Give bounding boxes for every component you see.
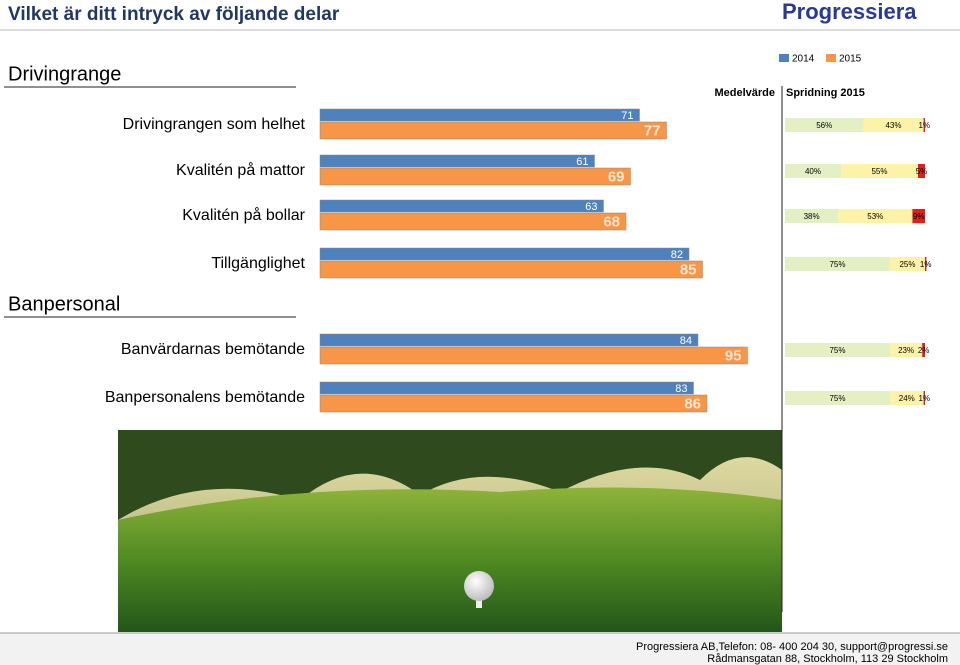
spread-label: 25% bbox=[899, 260, 915, 269]
spread-label: 40% bbox=[805, 167, 821, 176]
footer-text: Progressiera AB,Telefon: 08- 400 204 30,… bbox=[636, 641, 948, 653]
spread-label: 1% bbox=[919, 394, 931, 403]
spread-segment bbox=[890, 343, 923, 357]
footer-band bbox=[0, 633, 960, 665]
value-label: 63 bbox=[585, 201, 597, 213]
spread-segment bbox=[785, 343, 890, 357]
spread-label: 24% bbox=[899, 394, 915, 403]
footer-text: Rådmansgatan 88, Stockholm, 113 29 Stock… bbox=[707, 653, 948, 665]
value-label: 71 bbox=[621, 110, 633, 122]
row-label: Kvalitén på mattor bbox=[176, 161, 306, 179]
spread-label: 53% bbox=[867, 212, 883, 221]
mean-bar bbox=[319, 260, 703, 279]
mean-bar bbox=[319, 381, 694, 395]
value-label: 82 bbox=[671, 249, 683, 261]
spread-segment bbox=[890, 257, 925, 271]
spread-segment bbox=[863, 118, 924, 132]
spread-segment bbox=[785, 118, 864, 132]
legend-label: 2014 bbox=[792, 54, 815, 65]
spread-segment bbox=[841, 164, 918, 178]
mean-bar bbox=[319, 247, 690, 261]
spread-label: 2% bbox=[918, 346, 930, 355]
value-label: 68 bbox=[603, 213, 620, 230]
section-title: Banpersonal bbox=[8, 293, 120, 315]
spread-segment bbox=[918, 164, 925, 178]
spread-segment bbox=[923, 118, 925, 132]
value-label: 69 bbox=[608, 168, 625, 185]
spread-segment bbox=[923, 391, 925, 405]
spread-label: 55% bbox=[871, 167, 887, 176]
row-label: Banpersonalens bemötande bbox=[105, 389, 305, 406]
spread-label: 38% bbox=[804, 212, 820, 221]
spread-segment bbox=[925, 257, 927, 271]
legend-swatch bbox=[779, 54, 789, 62]
mean-bar bbox=[319, 121, 667, 140]
mean-bar bbox=[319, 346, 748, 365]
mean-bar bbox=[319, 212, 627, 231]
spread-label: 1% bbox=[919, 121, 931, 130]
spread-label: 75% bbox=[829, 346, 845, 355]
row-label: Drivingrangen som helhet bbox=[123, 116, 306, 133]
spread-segment bbox=[838, 209, 913, 223]
spread-label: 56% bbox=[816, 121, 832, 130]
value-label: 61 bbox=[576, 156, 588, 168]
mean-bar bbox=[319, 167, 631, 186]
spread-label: 1% bbox=[920, 260, 932, 269]
spread-label: 43% bbox=[885, 121, 901, 130]
spread-label: 9% bbox=[913, 212, 925, 221]
value-label: 84 bbox=[680, 335, 692, 347]
mean-bar bbox=[319, 108, 640, 122]
value-label: 85 bbox=[680, 261, 697, 278]
spread-segment bbox=[785, 391, 890, 405]
spread-segment bbox=[890, 391, 924, 405]
mean-bar bbox=[319, 333, 699, 347]
spread-segment bbox=[785, 164, 841, 178]
spread-segment bbox=[785, 209, 839, 223]
spread-segment bbox=[922, 343, 925, 357]
value-label: 95 bbox=[725, 347, 742, 364]
mean-header: Medelvärde bbox=[714, 87, 775, 99]
spread-label: 5% bbox=[916, 167, 928, 176]
row-label: Kvalitén på bollar bbox=[182, 206, 305, 224]
value-label: 77 bbox=[644, 122, 661, 139]
legend-label: 2015 bbox=[839, 54, 862, 65]
spread-segment bbox=[785, 257, 890, 271]
row-label: Tillgänglighet bbox=[211, 255, 305, 272]
row-label: Banvärdarnas bemötande bbox=[121, 341, 305, 358]
logo: Progressiera bbox=[782, 0, 917, 24]
spread-segment bbox=[912, 209, 925, 223]
spread-label: 75% bbox=[829, 260, 845, 269]
legend-swatch bbox=[826, 54, 836, 62]
section-title: Drivingrange bbox=[8, 63, 121, 85]
mean-bar bbox=[319, 154, 595, 168]
spread-label: 23% bbox=[898, 346, 914, 355]
mean-bar bbox=[319, 394, 708, 413]
spread-header: Spridning 2015 bbox=[786, 87, 865, 99]
slide-title: Vilket är ditt intryck av följande delar bbox=[8, 4, 340, 25]
value-label: 86 bbox=[684, 395, 701, 412]
value-label: 83 bbox=[675, 383, 687, 395]
spread-label: 75% bbox=[829, 394, 845, 403]
mean-bar bbox=[319, 199, 604, 213]
photo bbox=[118, 430, 782, 632]
